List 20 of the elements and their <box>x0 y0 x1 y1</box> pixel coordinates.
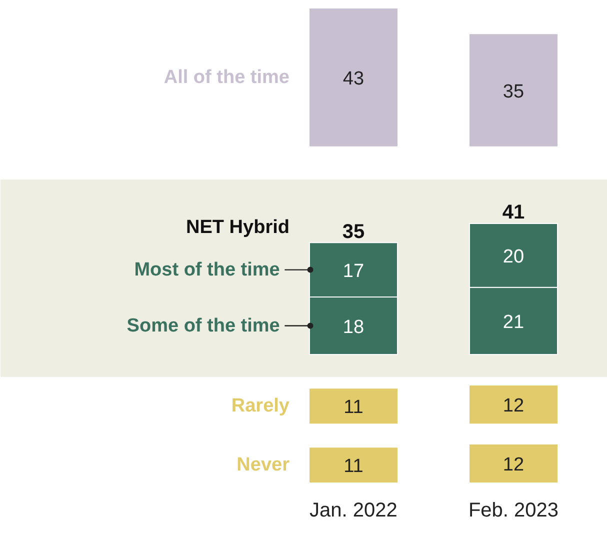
data-label: 43 <box>342 68 364 90</box>
data-label: 11 <box>344 397 364 418</box>
data-label: 21 <box>502 312 524 333</box>
data-label: 12 <box>502 396 524 417</box>
data-label: 35 <box>502 81 524 102</box>
series-label: Rarely <box>231 396 290 417</box>
series-label: All of the time <box>164 66 290 88</box>
series-label: Most of the time <box>134 259 280 280</box>
series-label: Some of the time <box>126 315 280 336</box>
series-label: Never <box>236 454 290 476</box>
data-label: 18 <box>342 316 364 338</box>
total-label: 41 <box>502 202 525 224</box>
data-label: 20 <box>502 246 524 268</box>
total-label: 35 <box>342 220 365 243</box>
x-tick-label: Jan. 2022 <box>310 500 398 522</box>
annotation: NET Hybrid <box>186 216 290 238</box>
data-label: 11 <box>344 456 364 478</box>
data-label: 12 <box>502 454 524 476</box>
data-label: 17 <box>342 260 364 282</box>
x-tick-label: Feb. 2023 <box>468 500 559 522</box>
